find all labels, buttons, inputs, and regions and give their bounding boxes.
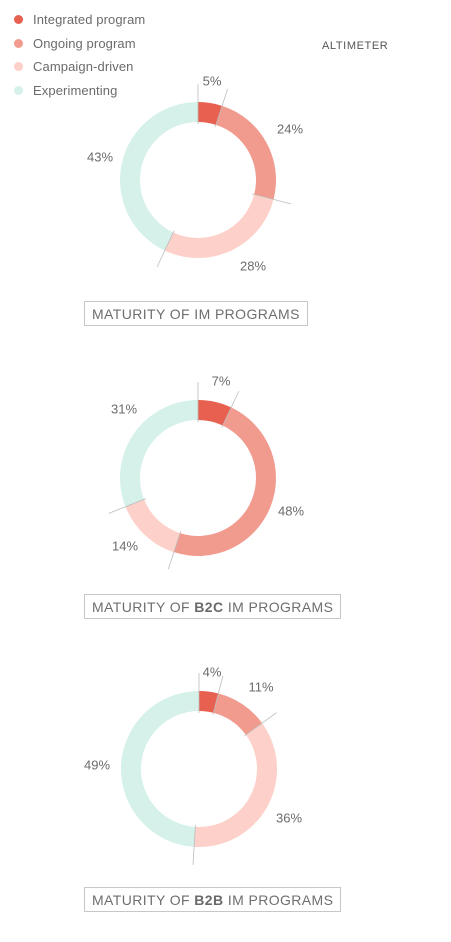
- legend-item-experimenting: Experimenting: [14, 79, 145, 103]
- legend-label: Integrated program: [33, 12, 146, 28]
- caption-prefix: MATURITY OF: [92, 892, 190, 908]
- donut-slice-3-4: [120, 691, 199, 847]
- leader-line-1-3: [156, 230, 175, 268]
- donut-slice-3-1: [199, 691, 219, 713]
- legend-item-ongoing: Ongoing program: [14, 32, 145, 56]
- chart-caption-b2b: MATURITY OF B2B IM PROGRAMS: [84, 887, 342, 912]
- brand-name: ALTIMETER: [322, 40, 389, 52]
- leader-line-2-1: [221, 390, 240, 428]
- leader-line-3-1: [212, 675, 224, 715]
- donut-slice-1-4: [120, 102, 198, 251]
- data-label-1-3: 28%: [240, 258, 266, 273]
- caption-suffix: IM PROGRAMS: [194, 306, 300, 322]
- legend-item-integrated: Integrated program: [14, 8, 145, 32]
- data-label-3-1: 4%: [203, 664, 222, 679]
- data-label-1-2: 24%: [277, 121, 303, 136]
- caption-suffix: IM PROGRAMS: [227, 599, 334, 615]
- caption-emphasis: B2C: [194, 599, 224, 615]
- donut-slice-1-1: [198, 102, 223, 125]
- caption-prefix: MATURITY OF: [92, 306, 190, 322]
- legend-label: Campaign-driven: [33, 59, 134, 75]
- leader-line-3-2: [244, 712, 277, 737]
- donut-slice-2-2: [173, 407, 277, 557]
- data-label-2-3: 14%: [112, 538, 138, 553]
- data-label-1-4: 43%: [87, 149, 113, 164]
- leader-line-1-2: [252, 193, 292, 205]
- legend-label: Ongoing program: [33, 35, 136, 51]
- legend: Integrated program Ongoing program Campa…: [14, 8, 145, 102]
- legend-swatch: [14, 38, 23, 48]
- chart-caption-all: MATURITY OF IM PROGRAMS: [84, 301, 308, 326]
- legend-swatch: [14, 85, 23, 95]
- caption-prefix: MATURITY OF: [92, 599, 190, 615]
- caption-suffix: IM PROGRAMS: [227, 892, 334, 908]
- legend-swatch: [14, 15, 23, 25]
- legend-swatch: [14, 62, 23, 72]
- caption-emphasis: B2B: [194, 892, 224, 908]
- donut-slice-1-2: [215, 105, 277, 200]
- leader-line-2-3: [108, 498, 147, 514]
- data-label-2-4: 31%: [111, 401, 137, 416]
- data-label-2-1: 7%: [212, 373, 231, 388]
- leader-line-3-3: [192, 824, 196, 865]
- data-label-1-1: 5%: [203, 73, 222, 88]
- data-label-3-2: 11%: [248, 679, 273, 694]
- donut-slice-3-3: [194, 723, 277, 847]
- donut-slice-2-4: [119, 400, 198, 507]
- donut-slice-2-1: [198, 400, 232, 426]
- leader-line-1-1: [214, 88, 229, 127]
- leader-line-2-2: [167, 531, 182, 570]
- legend-item-campaign: Campaign-driven: [14, 55, 145, 79]
- donut-slice-3-2: [213, 693, 263, 735]
- chart-caption-b2c: MATURITY OF B2C IM PROGRAMS: [84, 594, 342, 619]
- legend-label: Experimenting: [33, 82, 118, 98]
- donut-slice-1-3: [164, 194, 274, 259]
- data-label-2-2: 48%: [278, 503, 304, 518]
- data-label-3-4: 49%: [84, 757, 110, 772]
- data-label-3-3: 36%: [276, 810, 302, 825]
- donut-slice-2-3: [125, 499, 181, 553]
